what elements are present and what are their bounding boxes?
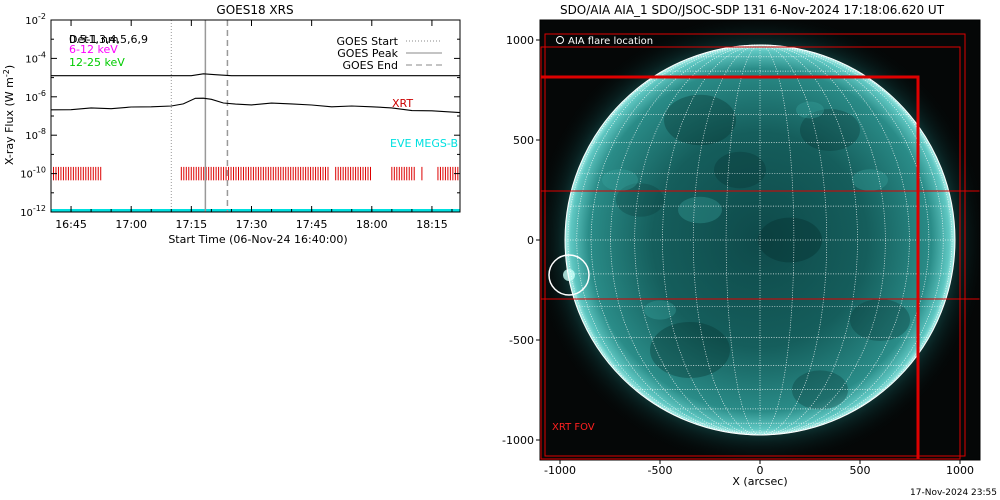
aia-x-tick-label: -500 xyxy=(648,464,673,477)
goes-x-tick-label: 18:00 xyxy=(356,218,388,231)
y-tick-exponent: -8 xyxy=(38,127,46,136)
goes-series-line-2 xyxy=(50,97,461,114)
xrt-fov-box xyxy=(540,75,920,460)
bright-region xyxy=(644,300,676,320)
y-tick-exponent: -6 xyxy=(38,89,46,98)
goes-legend-label-dashed: GOES End xyxy=(342,59,398,72)
goes-legend-label-solid: GOES Peak xyxy=(337,47,398,60)
bright-region xyxy=(602,169,638,191)
goes-low-energy-label: 6-12 keV xyxy=(69,43,118,56)
flare-bright-spot xyxy=(563,269,575,281)
eve-coverage-bar xyxy=(51,209,460,212)
goes-x-tick-label: 17:15 xyxy=(175,218,207,231)
goes-xrs-panel: GOES18 XRS 10-1210-1010-810-610-410-216:… xyxy=(2,3,461,246)
bright-region xyxy=(796,101,824,119)
goes-y-axis-label-sup: -2 xyxy=(2,69,11,77)
aia-y-tick-label: 500 xyxy=(513,134,534,147)
longitude-line xyxy=(759,44,795,436)
eve-annotation: EVE MEGS-B xyxy=(390,137,458,150)
y-tick-base: 10 xyxy=(25,54,38,65)
aia-plot-area: AIA flare location XRT FOV -1000 -500 0 500 10… xyxy=(502,19,981,477)
goes-y-tick-label: 10-12 xyxy=(20,204,46,219)
xrt-annotation: XRT xyxy=(392,97,413,110)
y-tick-exponent: -10 xyxy=(33,166,46,175)
aia-legend-label: AIA flare location xyxy=(568,36,653,47)
aia-x-tick-label: 0 xyxy=(757,464,764,477)
goes-y-tick-label: 10-6 xyxy=(25,89,46,104)
bright-region xyxy=(678,196,722,224)
longitude-line xyxy=(759,44,886,436)
dark-region xyxy=(616,183,664,217)
y-tick-base: 10 xyxy=(25,131,38,142)
aia-title: SDO/AIA AIA_1 SDO/JSOC-SDP 131 6-Nov-202… xyxy=(560,3,945,17)
footer-date: 17-Nov-2024 23:55 xyxy=(910,488,997,498)
longitude-line xyxy=(692,44,761,436)
aia-image xyxy=(540,20,980,460)
y-tick-base: 10 xyxy=(25,93,38,104)
longitude-line xyxy=(634,44,761,436)
goes-series-line-1 xyxy=(51,73,460,77)
goes-x-tick-label: 17:45 xyxy=(296,218,328,231)
aia-x-tick-label: 1000 xyxy=(946,464,974,477)
longitude-line xyxy=(725,44,761,436)
dark-region xyxy=(650,322,730,378)
solar-limb xyxy=(564,44,956,436)
xrt-fov-label: XRT FOV xyxy=(552,422,595,433)
goes-y-tick-label: 10-8 xyxy=(25,127,46,142)
aia-x-tick-label: -1000 xyxy=(544,464,576,477)
aia-y-tick-label: -1000 xyxy=(502,434,534,447)
bright-region xyxy=(852,169,888,191)
goes-x-tick-label: 16:45 xyxy=(55,218,87,231)
goes-x-tick-label: 17:30 xyxy=(236,218,268,231)
longitude-line xyxy=(759,44,930,436)
y-tick-exponent: -2 xyxy=(38,12,46,21)
dark-region xyxy=(714,151,766,189)
goes-high-energy-label: 12-25 keV xyxy=(69,56,125,69)
goes-y-axis-label-main: X-ray Flux (W m xyxy=(3,77,16,165)
longitude-line xyxy=(590,44,761,436)
helio-grid xyxy=(565,44,955,436)
dark-region xyxy=(800,109,860,151)
longitude-line xyxy=(759,44,953,436)
flare-location-circle xyxy=(548,254,590,296)
dark-region xyxy=(664,94,736,146)
goes-legend-label-dotted: GOES Start xyxy=(337,35,399,48)
goes-detector-label: Det1,3,4,5,6,9 xyxy=(69,33,148,46)
y-tick-exponent: -4 xyxy=(38,50,46,59)
y-tick-base: 10 xyxy=(20,208,33,219)
aia-x-tick-label: 500 xyxy=(850,464,871,477)
dark-region xyxy=(792,370,848,410)
goes-y-tick-label: 10-2 xyxy=(25,12,46,27)
goes-y-axis-label-close: ) xyxy=(3,65,16,69)
longitude-line xyxy=(759,44,828,436)
goes-y-axis-label: X-ray Flux (W m-2) xyxy=(2,65,16,165)
xrt-fov-box xyxy=(540,190,980,300)
goes-x-tick-label: 17:00 xyxy=(115,218,147,231)
goes-y-tick-label: 10-10 xyxy=(20,166,46,181)
disk-texture xyxy=(602,94,910,410)
aia-y-tick-label: -500 xyxy=(509,334,534,347)
y-tick-base: 10 xyxy=(25,16,38,27)
y-tick-exponent: -12 xyxy=(33,204,46,213)
aia-y-tick-label: 1000 xyxy=(506,34,534,47)
goes-y-tick-label: 10-4 xyxy=(25,50,46,65)
goes-x-axis-label: Start Time (06-Nov-24 16:40:00) xyxy=(168,233,347,246)
dark-region xyxy=(850,299,910,341)
aia-y-tick-label: 0 xyxy=(527,234,534,247)
legend-circle-marker xyxy=(556,36,564,44)
aia-x-axis-label: X (arcsec) xyxy=(732,475,787,488)
longitude-line xyxy=(567,44,761,436)
aia-panel: SDO/AIA AIA_1 SDO/JSOC-SDP 131 6-Nov-202… xyxy=(502,3,981,488)
goes-title: GOES18 XRS xyxy=(216,3,293,17)
goes-x-tick-label: 18:15 xyxy=(416,218,448,231)
xrt-fov-box xyxy=(544,33,966,457)
goes-channel-label: 0.5-1 nm xyxy=(69,33,119,46)
y-tick-base: 10 xyxy=(20,170,33,181)
